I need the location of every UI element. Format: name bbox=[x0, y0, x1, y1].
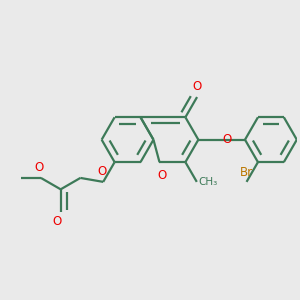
Text: O: O bbox=[223, 133, 232, 146]
Text: O: O bbox=[52, 215, 62, 228]
Text: O: O bbox=[192, 80, 202, 93]
Text: O: O bbox=[158, 169, 167, 182]
Text: O: O bbox=[98, 165, 107, 178]
Text: O: O bbox=[35, 161, 44, 174]
Text: CH₃: CH₃ bbox=[198, 177, 218, 187]
Text: Br: Br bbox=[240, 166, 253, 178]
